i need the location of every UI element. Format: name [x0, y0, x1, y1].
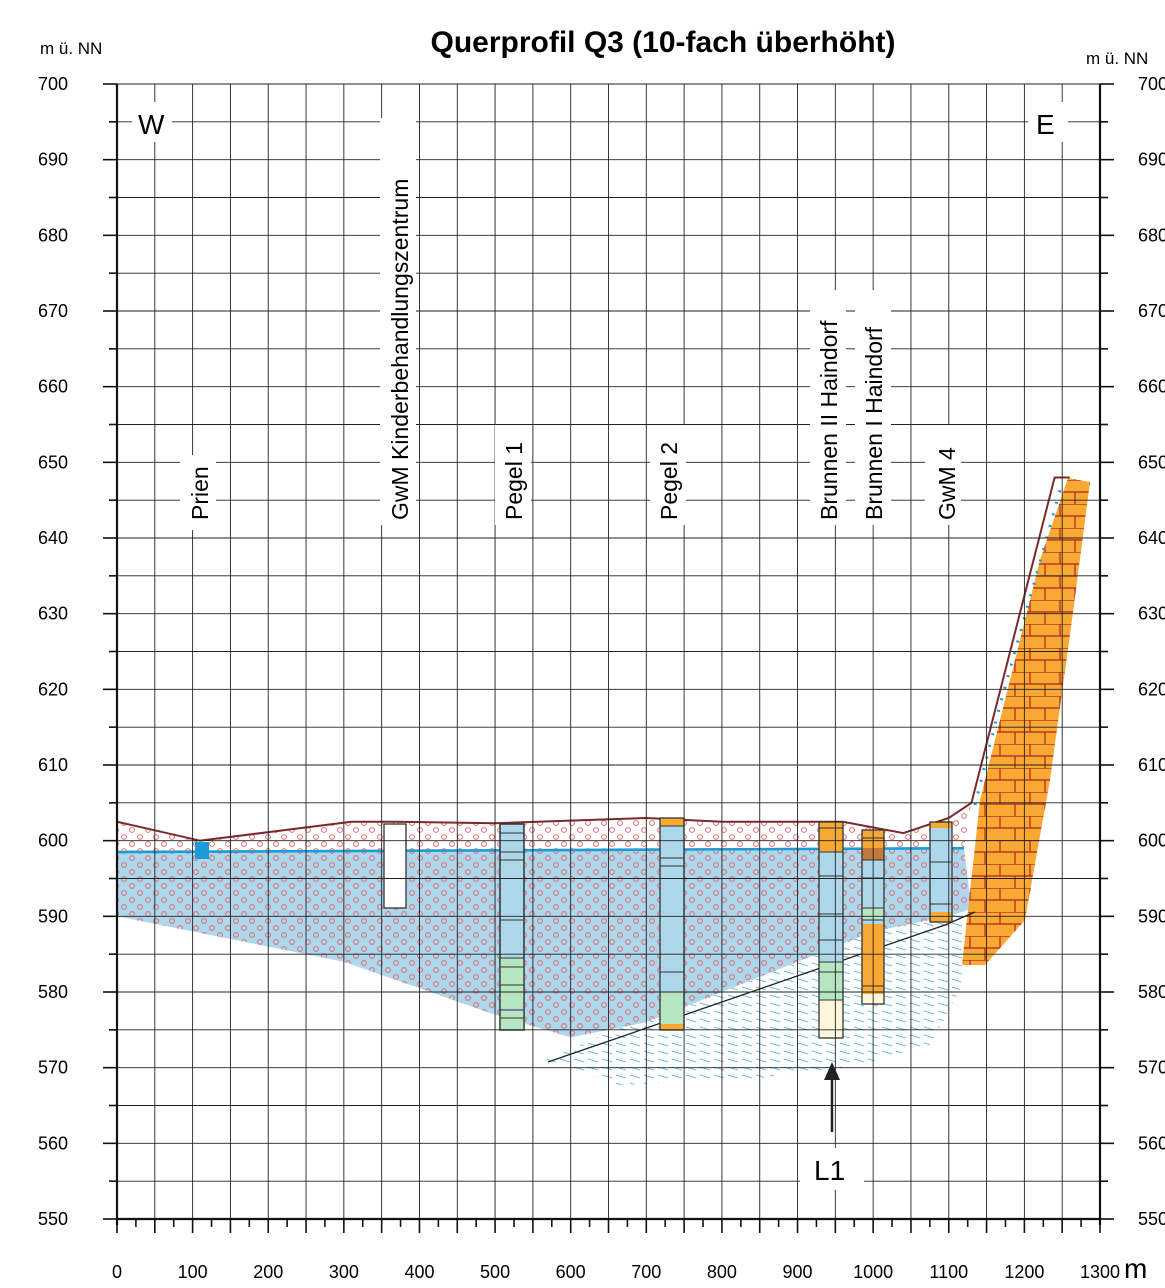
well-gwm-kinderbehandlungszentrum — [383, 823, 407, 909]
x-tick-label: 200 — [253, 1262, 283, 1282]
x-tick-label: 1000 — [853, 1262, 893, 1282]
x-tick-label: 300 — [329, 1262, 359, 1282]
west-label: W — [138, 109, 165, 140]
y-tick-label-right: 650 — [1138, 452, 1165, 472]
label-bg-e — [1028, 102, 1068, 142]
x-tick-label: 600 — [556, 1262, 586, 1282]
label-bg-gwm-4 — [925, 425, 961, 525]
label-prien: Prien — [187, 466, 213, 520]
y-tick-label-left: 550 — [38, 1209, 68, 1229]
y-tick-label-left: 620 — [38, 679, 68, 699]
gravel-dry — [117, 802, 972, 852]
y-tick-label-right: 680 — [1138, 225, 1165, 245]
x-tick-label: 400 — [404, 1262, 434, 1282]
label-bg-prien — [180, 455, 216, 530]
y-tick-label-left: 690 — [38, 150, 68, 170]
label-pegel-2: Pegel 2 — [656, 442, 682, 520]
label-bg-w — [132, 102, 172, 142]
geology — [116, 476, 1090, 1085]
y-tick-label-left: 670 — [38, 301, 68, 321]
y-tick-label-left: 570 — [38, 1058, 68, 1078]
y-tick-label-left: 590 — [38, 906, 68, 926]
x-tick-label: 1200 — [1004, 1262, 1044, 1282]
label-brunnen-i-haindorf: Brunnen I Haindorf — [861, 326, 887, 520]
x-tick-label: 1100 — [929, 1262, 968, 1282]
y-tick-label-left: 580 — [38, 982, 68, 1002]
y-tick-label-left: 700 — [38, 74, 68, 94]
y-tick-label-right: 620 — [1138, 679, 1165, 699]
label-bg-l1 — [800, 1148, 864, 1190]
y-tick-label-left: 650 — [38, 452, 68, 472]
y-tick-label-left: 560 — [38, 1133, 68, 1153]
y-unit-right: m ü. NN — [1086, 49, 1148, 68]
well-gwm-4 — [929, 821, 953, 923]
ground-surface-line — [116, 476, 1070, 842]
grid — [117, 83, 1101, 1219]
y-tick-label-left: 600 — [38, 831, 68, 851]
y-tick-label-left: 640 — [38, 528, 68, 548]
x-tick-label: 900 — [783, 1262, 813, 1282]
x-unit-label: m — [1124, 1253, 1147, 1284]
x-tick-label: 500 — [480, 1262, 510, 1282]
axes: 550 550 560 560 570 570 580 580 590 590 600 600 610 6… — [38, 74, 1165, 1282]
gravel-wet — [117, 848, 972, 1038]
y-tick-label-right: 610 — [1138, 755, 1165, 775]
well-prien — [195, 842, 209, 859]
x-tick-label: 800 — [707, 1262, 737, 1282]
label-bg-pegel-1 — [495, 425, 531, 525]
x-tick-label: 1300 — [1080, 1262, 1120, 1282]
y-tick-label-right: 700 — [1138, 74, 1165, 94]
y-tick-label-left: 660 — [38, 377, 68, 397]
y-tick-label-right: 690 — [1138, 150, 1165, 170]
label-gwm-kinderbehandlungszentrum: GwM Kinderbehandlungszentrum — [387, 179, 413, 520]
y-tick-label-left: 610 — [38, 755, 68, 775]
y-tick-label-right: 660 — [1138, 377, 1165, 397]
chart-title: Querprofil Q3 (10-fach überhöht) — [430, 26, 895, 59]
y-tick-label-right: 580 — [1138, 982, 1165, 1002]
y-tick-label-right: 670 — [1138, 301, 1165, 321]
y-tick-label-right: 560 — [1138, 1133, 1165, 1153]
y-tick-label-left: 630 — [38, 604, 68, 624]
label-bg-brunnen-i — [855, 290, 891, 525]
label-bg-brunnen-ii — [810, 290, 846, 525]
y-unit-left: m ü. NN — [40, 39, 102, 58]
y-tick-label-right: 630 — [1138, 604, 1165, 624]
y-tick-label-right: 640 — [1138, 528, 1165, 548]
label-gwm-4: GwM 4 — [934, 447, 960, 520]
well-pegel-2 — [659, 817, 685, 1031]
east-label: E — [1036, 109, 1055, 140]
label-brunnen-ii-haindorf: Brunnen II Haindorf — [816, 320, 842, 520]
y-tick-label-right: 570 — [1138, 1058, 1165, 1078]
label-bg-pegel-2 — [650, 425, 686, 525]
well-brunnen-ii-haindorf — [818, 821, 844, 1039]
label-bg-gwm-kbz — [380, 118, 416, 525]
bedrock — [962, 478, 1090, 965]
y-tick-label-right: 600 — [1138, 831, 1165, 851]
x-tick-label: 0 — [112, 1262, 122, 1282]
y-tick-label-left: 680 — [38, 225, 68, 245]
boreholes — [195, 817, 953, 1039]
l1-label: L1 — [814, 1155, 845, 1186]
x-tick-label: 700 — [631, 1262, 661, 1282]
well-pegel-1 — [499, 823, 525, 1031]
label-pegel-1: Pegel 1 — [501, 442, 527, 520]
y-tick-label-right: 590 — [1138, 906, 1165, 926]
x-tick-label: 100 — [178, 1262, 208, 1282]
y-tick-label-right: 550 — [1138, 1209, 1165, 1229]
l1-arrow — [824, 1062, 840, 1132]
